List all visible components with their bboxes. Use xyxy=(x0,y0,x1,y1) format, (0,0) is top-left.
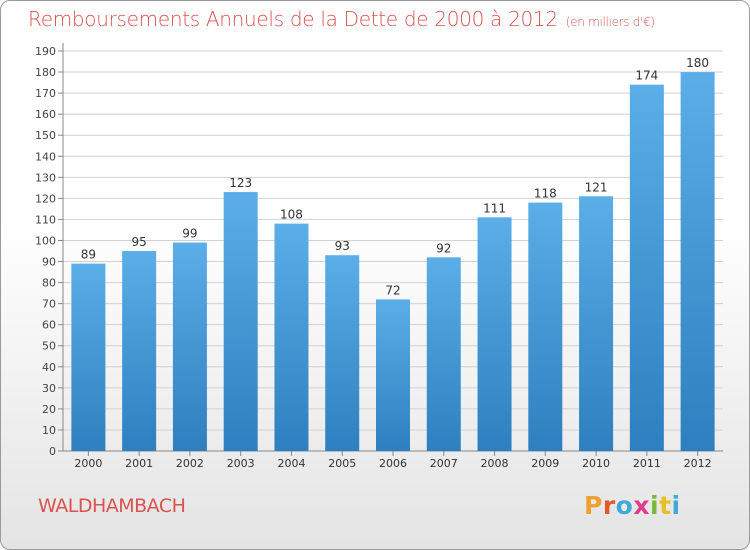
bar-value-label: 95 xyxy=(132,235,147,249)
y-tick-label: 130 xyxy=(35,171,56,184)
logo-letter: t xyxy=(659,491,672,520)
bar-2011 xyxy=(629,84,664,452)
y-tick-label: 90 xyxy=(42,256,56,269)
bar-value-label: 108 xyxy=(280,208,303,222)
x-tick-label: 2006 xyxy=(379,457,407,470)
y-tick-label: 70 xyxy=(42,298,56,311)
chart-title: Remboursements Annuels de la Dette de 20… xyxy=(28,7,655,31)
bar-value-label: 180 xyxy=(686,56,709,70)
bar-2009 xyxy=(528,202,563,451)
x-tick-label: 2010 xyxy=(582,457,610,470)
y-tick-label: 40 xyxy=(42,361,56,374)
proxiti-logo: Proxiti xyxy=(584,491,681,520)
y-tick-label: 10 xyxy=(42,424,56,437)
bar-value-label: 92 xyxy=(436,241,451,255)
y-tick-label: 30 xyxy=(42,382,56,395)
logo-letter: i xyxy=(650,491,660,520)
bar-2012 xyxy=(680,72,715,451)
y-tick-label: 140 xyxy=(35,150,56,163)
bar-2010 xyxy=(579,196,614,451)
commune-name: WALDHAMBACH xyxy=(38,495,186,517)
y-tick-label: 50 xyxy=(42,340,56,353)
bar-2006 xyxy=(376,299,410,451)
x-tick-label: 2007 xyxy=(430,457,458,470)
bar-value-label: 174 xyxy=(635,69,658,83)
bar-2003 xyxy=(223,192,258,452)
logo-letter: o xyxy=(615,491,634,520)
bar-value-label: 89 xyxy=(81,248,96,262)
bar-value-label: 72 xyxy=(385,283,400,297)
y-tick-label: 160 xyxy=(35,108,56,121)
bar-2004 xyxy=(274,223,309,451)
logo-letter: P xyxy=(584,491,603,520)
x-tick-label: 2000 xyxy=(74,457,102,470)
y-tick-label: 170 xyxy=(35,87,56,100)
bar-value-label: 99 xyxy=(182,227,197,241)
bar-value-label: 111 xyxy=(483,201,506,215)
bar-2005 xyxy=(325,255,360,451)
bar-value-label: 93 xyxy=(335,239,350,253)
x-tick-label: 2008 xyxy=(481,457,509,470)
x-tick-label: 2011 xyxy=(633,457,661,470)
bar-2002 xyxy=(172,242,207,451)
logo-letter: i xyxy=(671,491,681,520)
x-tick-label: 2012 xyxy=(684,457,712,470)
y-tick-label: 20 xyxy=(42,403,56,416)
logo-letter: r xyxy=(602,491,616,520)
x-tick-label: 2003 xyxy=(227,457,255,470)
y-tick-label: 110 xyxy=(35,213,56,226)
y-tick-label: 60 xyxy=(42,319,56,332)
x-tick-label: 2005 xyxy=(328,457,356,470)
y-tick-label: 120 xyxy=(35,192,56,205)
y-tick-label: 190 xyxy=(35,45,56,58)
chart-subtitle: (en milliers d'€) xyxy=(565,15,655,29)
bar-2000 xyxy=(71,263,106,451)
x-tick-label: 2004 xyxy=(277,457,305,470)
bar-value-label: 123 xyxy=(229,176,252,190)
bar-2008 xyxy=(477,217,512,451)
y-tick-label: 0 xyxy=(49,445,56,458)
y-tick-label: 100 xyxy=(35,234,56,247)
x-tick-label: 2002 xyxy=(176,457,204,470)
logo-letter: x xyxy=(633,491,650,520)
bar-2001 xyxy=(122,251,157,451)
bar-value-label: 118 xyxy=(534,187,557,201)
chart-title-text: Remboursements Annuels de la Dette de 20… xyxy=(28,7,558,31)
bar-value-label: 121 xyxy=(585,180,608,194)
bar-2007 xyxy=(426,257,461,451)
y-tick-label: 150 xyxy=(35,129,56,142)
y-tick-label: 80 xyxy=(42,277,56,290)
y-tick-label: 180 xyxy=(35,66,56,79)
x-tick-label: 2009 xyxy=(531,457,559,470)
x-tick-label: 2001 xyxy=(125,457,153,470)
